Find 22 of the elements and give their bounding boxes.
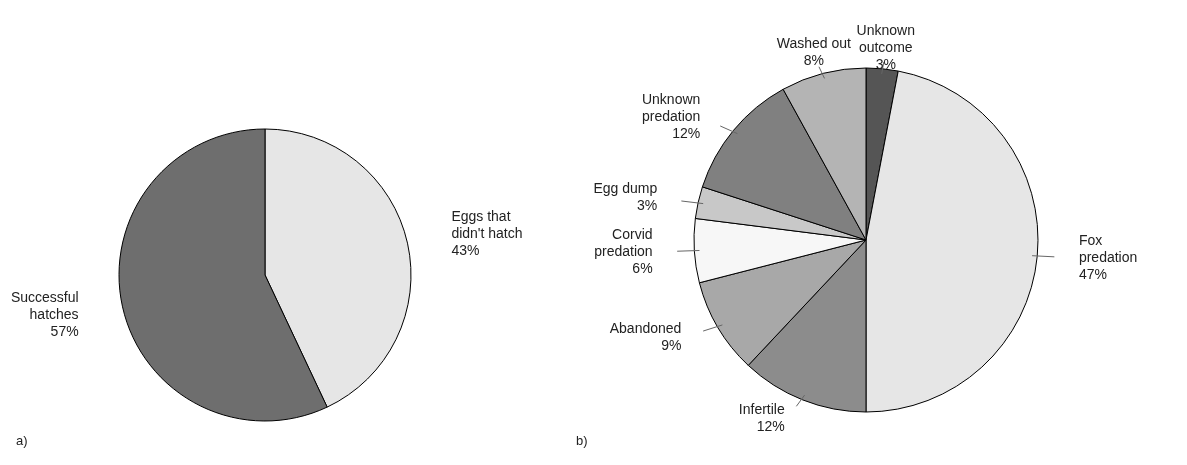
data-label: 12% — [756, 418, 785, 435]
slice-label: Egg dump — [593, 179, 658, 196]
slice-label: Unknown predation — [641, 90, 701, 124]
data-label: 8% — [803, 52, 824, 69]
data-label: 3% — [875, 55, 896, 72]
text: b) — [576, 433, 588, 448]
slice-label: Washed out — [776, 35, 852, 52]
data-label: 12% — [672, 124, 701, 141]
data-label: 6% — [632, 259, 653, 276]
slice-label: Infertile — [738, 401, 785, 418]
data-label: 9% — [661, 337, 682, 354]
text: a) — [16, 433, 28, 448]
slice-label: Corvid predation — [594, 225, 653, 259]
slice-label: Successful hatches — [10, 289, 79, 323]
data-label: 47% — [1078, 265, 1107, 282]
data-label: 57% — [50, 323, 79, 340]
data-label: 3% — [636, 196, 658, 213]
data-label: 43% — [451, 241, 480, 258]
slice-label: Eggs that didn't hatch — [451, 207, 523, 241]
slice-label: Abandoned — [609, 320, 682, 337]
slice-label: Unknown outcome — [856, 21, 915, 55]
slice-label: Fox predation — [1078, 231, 1138, 265]
